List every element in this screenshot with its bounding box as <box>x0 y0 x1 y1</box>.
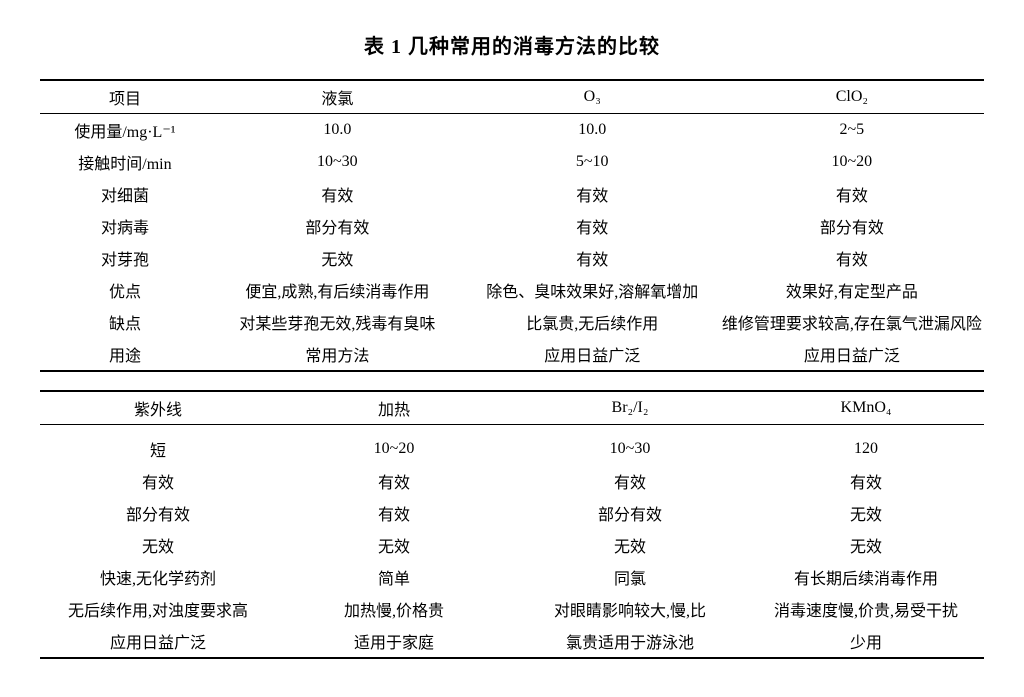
table-cell: 5~10 <box>465 146 720 178</box>
table-title: 表 1 几种常用的消毒方法的比较 <box>40 30 984 59</box>
table-cell: 同氯 <box>512 561 748 593</box>
table-row: 使用量/mg·L⁻¹10.010.02~5 <box>40 114 984 146</box>
table-cell: 无效 <box>276 529 512 561</box>
table-cell: 2~5 <box>720 114 984 146</box>
table-b-header-row: 紫外线 加热 Br₂/I₂ KMnO₄ <box>40 392 984 424</box>
col-h: ClO₂ <box>720 81 984 113</box>
table-cell: 对某些芽孢无效,残毒有臭味 <box>210 306 465 338</box>
table-row: 用途常用方法应用日益广泛应用日益广泛 <box>40 338 984 370</box>
table-a-body: 使用量/mg·L⁻¹10.010.02~5接触时间/min10~305~1010… <box>40 114 984 370</box>
table-cell: 简单 <box>276 561 512 593</box>
table-row: 对病毒部分有效有效部分有效 <box>40 210 984 242</box>
table-cell: 消毒速度慢,价贵,易受干扰 <box>748 593 984 625</box>
table-b-section: 紫外线 加热 Br₂/I₂ KMnO₄ 短10~2010~30120有效有效有效… <box>40 390 984 659</box>
table-cell: 部分有效 <box>40 497 276 529</box>
table-cell: 无效 <box>512 529 748 561</box>
table-cell: 使用量/mg·L⁻¹ <box>40 114 210 146</box>
table-cell: 有效 <box>465 210 720 242</box>
table-row: 应用日益广泛适用于家庭氯贵适用于游泳池少用 <box>40 625 984 657</box>
table-row: 部分有效有效部分有效无效 <box>40 497 984 529</box>
table-cell: 对芽孢 <box>40 242 210 274</box>
table-cell: 10.0 <box>210 114 465 146</box>
table-row: 对细菌有效有效有效 <box>40 178 984 210</box>
table-cell: 氯贵适用于游泳池 <box>512 625 748 657</box>
table-cell: 无效 <box>40 529 276 561</box>
table-cell: 无后续作用,对浊度要求高 <box>40 593 276 625</box>
table-cell: 优点 <box>40 274 210 306</box>
table-cell: 用途 <box>40 338 210 370</box>
table-cell: 对病毒 <box>40 210 210 242</box>
table-cell: 部分有效 <box>720 210 984 242</box>
table-cell: 比氯贵,无后续作用 <box>465 306 720 338</box>
table-cell: 效果好,有定型产品 <box>720 274 984 306</box>
table-b-body: 短10~2010~30120有效有效有效有效部分有效有效部分有效无效无效无效无效… <box>40 425 984 657</box>
table-cell: 120 <box>748 433 984 465</box>
table-cell <box>512 425 748 433</box>
table-cell: 加热慢,价格贵 <box>276 593 512 625</box>
table-cell: 10~30 <box>512 433 748 465</box>
table-cell: 有效 <box>720 242 984 274</box>
table-cell: 有效 <box>720 178 984 210</box>
table-row <box>40 425 984 433</box>
table-cell: 无效 <box>748 497 984 529</box>
table-cell: 有效 <box>276 465 512 497</box>
table-cell <box>40 425 276 433</box>
col-h: O₃ <box>465 81 720 113</box>
table-cell: 有效 <box>748 465 984 497</box>
table-cell: 无效 <box>210 242 465 274</box>
table-cell: 接触时间/min <box>40 146 210 178</box>
table-a: 项目 液氯 O₃ ClO₂ <box>40 81 984 113</box>
table-cell: 快速,无化学药剂 <box>40 561 276 593</box>
table-cell: 有效 <box>210 178 465 210</box>
table-cell: 有效 <box>465 178 720 210</box>
table-row: 接触时间/min10~305~1010~20 <box>40 146 984 178</box>
table-cell: 10~20 <box>276 433 512 465</box>
table-cell <box>276 425 512 433</box>
table-cell: 维修管理要求较高,存在氯气泄漏风险 <box>720 306 984 338</box>
table-cell: 短 <box>40 433 276 465</box>
table-row: 缺点对某些芽孢无效,残毒有臭味比氯贵,无后续作用维修管理要求较高,存在氯气泄漏风… <box>40 306 984 338</box>
table-cell: 10~20 <box>720 146 984 178</box>
table-cell: 对细菌 <box>40 178 210 210</box>
col-h: 紫外线 <box>40 392 276 424</box>
table-cell: 无效 <box>748 529 984 561</box>
table-cell: 有效 <box>40 465 276 497</box>
table-row: 有效有效有效有效 <box>40 465 984 497</box>
col-h: 项目 <box>40 81 210 113</box>
table-cell: 少用 <box>748 625 984 657</box>
table-a-header-row: 项目 液氯 O₃ ClO₂ <box>40 81 984 113</box>
table-row: 无效无效无效无效 <box>40 529 984 561</box>
col-h: KMnO₄ <box>748 392 984 424</box>
table-b: 紫外线 加热 Br₂/I₂ KMnO₄ <box>40 392 984 424</box>
table-cell: 应用日益广泛 <box>720 338 984 370</box>
col-h: Br₂/I₂ <box>512 392 748 424</box>
rule-bottom-b <box>40 657 984 659</box>
table-cell <box>748 425 984 433</box>
table-cell: 有效 <box>512 465 748 497</box>
table-row: 优点便宜,成熟,有后续消毒作用除色、臭味效果好,溶解氧增加效果好,有定型产品 <box>40 274 984 306</box>
table-cell: 10.0 <box>465 114 720 146</box>
table-row: 短10~2010~30120 <box>40 433 984 465</box>
table-cell: 部分有效 <box>210 210 465 242</box>
rule-bottom-a <box>40 370 984 372</box>
table-cell: 应用日益广泛 <box>465 338 720 370</box>
table-row: 快速,无化学药剂简单同氯有长期后续消毒作用 <box>40 561 984 593</box>
table-cell: 对眼睛影响较大,慢,比 <box>512 593 748 625</box>
col-h: 加热 <box>276 392 512 424</box>
table-cell: 10~30 <box>210 146 465 178</box>
table-cell: 有长期后续消毒作用 <box>748 561 984 593</box>
table-cell: 部分有效 <box>512 497 748 529</box>
table-cell: 常用方法 <box>210 338 465 370</box>
table-cell: 应用日益广泛 <box>40 625 276 657</box>
table-cell: 有效 <box>465 242 720 274</box>
table-row: 无后续作用,对浊度要求高加热慢,价格贵对眼睛影响较大,慢,比消毒速度慢,价贵,易… <box>40 593 984 625</box>
table-cell: 有效 <box>276 497 512 529</box>
table-a-section: 项目 液氯 O₃ ClO₂ 使用量/mg·L⁻¹10.010.02~5接触时间/… <box>40 79 984 372</box>
table-row: 对芽孢无效有效有效 <box>40 242 984 274</box>
table-cell: 除色、臭味效果好,溶解氧增加 <box>465 274 720 306</box>
table-cell: 便宜,成熟,有后续消毒作用 <box>210 274 465 306</box>
col-h: 液氯 <box>210 81 465 113</box>
table-cell: 适用于家庭 <box>276 625 512 657</box>
table-cell: 缺点 <box>40 306 210 338</box>
